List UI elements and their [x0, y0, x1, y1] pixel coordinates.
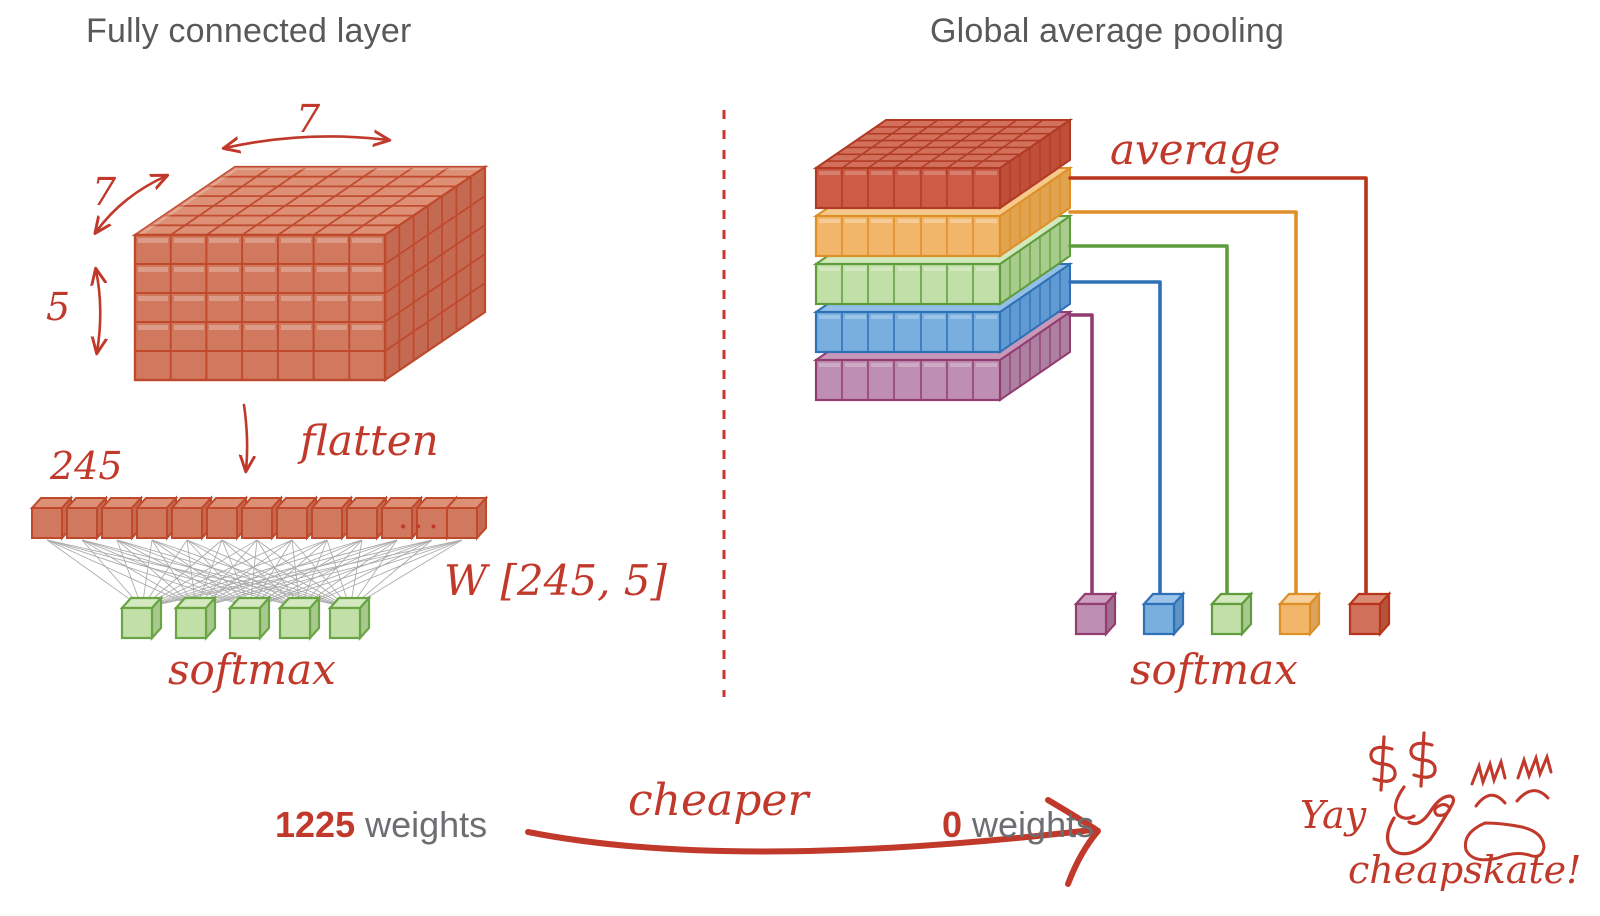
output-cube-blue — [1141, 591, 1186, 637]
output-cube-red — [1347, 591, 1392, 637]
average-connectors — [1068, 176, 1368, 602]
weights-left-unit: weights — [355, 804, 488, 845]
connector-green — [1068, 244, 1229, 602]
flatten-label: flatten — [300, 416, 439, 465]
dimension-arrow-height — [96, 270, 100, 352]
fully-connected-edges — [46, 539, 463, 609]
dimension-arrow-width — [225, 136, 388, 148]
left-softmax-label: softmax — [168, 645, 336, 694]
page-title-right: Global average pooling — [930, 12, 1285, 50]
right-softmax-label: softmax — [1130, 645, 1298, 694]
flatten-count-label: 245 — [50, 444, 123, 488]
doodle-angry-face — [1433, 752, 1553, 862]
ellipsis-label: ... — [398, 498, 444, 536]
output-cube-orange — [1277, 591, 1322, 637]
page-title-left: Fully connected layer — [86, 12, 412, 50]
average-label: average — [1110, 125, 1281, 174]
flatten-cube-row — [29, 495, 489, 541]
doodle-happy-face — [1369, 731, 1456, 856]
connector-purple — [1068, 313, 1094, 602]
doodle-yay-label: Yay — [1300, 793, 1367, 837]
weights-left-count: 1225 — [275, 804, 356, 845]
connector-orange — [1068, 210, 1298, 602]
weights-left: 1225 weights — [275, 804, 487, 846]
dim-depth-label: 7 — [92, 170, 117, 214]
flatten-arrow — [244, 403, 247, 470]
gap-stack-3d — [812, 118, 1074, 402]
output-cube-green — [1209, 591, 1254, 637]
connector-blue — [1068, 280, 1162, 602]
left-softmax-cubes — [119, 595, 372, 641]
right-softmax-cubes — [1073, 591, 1392, 637]
weights-right: 0 weights — [942, 804, 1094, 846]
dimension-arrow-depth — [96, 176, 166, 232]
dim-height-label: 5 — [46, 285, 71, 329]
weights-right-count: 0 — [942, 804, 963, 845]
weight-matrix-label: W [245, 5] — [444, 556, 667, 605]
cheaper-label: cheaper — [628, 775, 809, 826]
connector-red — [1068, 176, 1368, 602]
stack-layer-red — [812, 118, 1074, 210]
output-cube-purple — [1073, 591, 1118, 637]
cheaper-arrow — [525, 797, 1101, 887]
doodle-cheapskate-label: cheapskate! — [1348, 848, 1582, 892]
dim-width-label: 7 — [296, 97, 321, 141]
feature-cube-3d — [131, 164, 489, 383]
weights-right-unit: weights — [962, 804, 1095, 845]
